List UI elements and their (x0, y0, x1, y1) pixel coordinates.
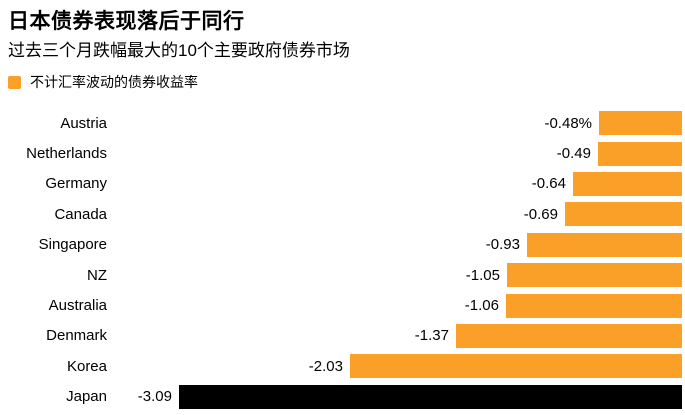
chart-row: Austria -0.48% (0, 108, 685, 138)
bar (507, 263, 682, 288)
chart-row: NZ -1.05 (0, 260, 685, 290)
category-label: Denmark (46, 327, 107, 345)
value-label: -1.37 (414, 327, 449, 345)
bar (456, 323, 682, 348)
value-label: -0.64 (531, 175, 566, 193)
category-label: Australia (48, 297, 107, 315)
bar (598, 141, 682, 166)
bar (179, 384, 682, 409)
value-label: -2.03 (308, 357, 343, 375)
row-plot: -0.49 (107, 138, 685, 168)
category-label: Japan (66, 388, 107, 406)
row-plot: -1.06 (107, 290, 685, 320)
bar (527, 232, 682, 257)
chart-row: Netherlands -0.49 (0, 138, 685, 168)
category-label: Netherlands (26, 145, 107, 163)
value-label: -0.93 (485, 236, 520, 254)
category-label: Korea (66, 357, 107, 375)
legend-swatch-icon (8, 75, 21, 89)
bar (573, 171, 682, 196)
row-plot: -0.64 (107, 169, 685, 199)
bar (350, 354, 682, 379)
category-label: Austria (60, 114, 107, 132)
value-label: -0.49 (556, 145, 591, 163)
chart-rows: Austria -0.48% Netherlands -0.49 Germany -0.6… (0, 108, 685, 412)
category-label: Singapore (38, 236, 107, 254)
chart-row: Canada -0.69 (0, 199, 685, 229)
row-plot: -0.48% (107, 108, 685, 138)
chart-row: Japan -3.09 (0, 382, 685, 412)
row-plot: -1.05 (107, 260, 685, 290)
legend-label: 不计汇率波动的债券收益率 (30, 74, 198, 90)
row-plot: -0.69 (107, 199, 685, 229)
category-label: Germany (45, 175, 107, 193)
value-label: -1.06 (464, 297, 499, 315)
row-plot: -1.37 (107, 321, 685, 351)
value-label: -1.05 (465, 266, 500, 284)
bar (599, 111, 682, 136)
chart-row: Denmark -1.37 (0, 321, 685, 351)
value-label: -0.48% (544, 114, 592, 132)
row-plot: -3.09 (107, 382, 685, 412)
chart-row: Germany -0.64 (0, 169, 685, 199)
chart-subtitle: 过去三个月跌幅最大的10个主要政府债券市场 (8, 41, 350, 60)
chart-title: 日本债券表现落后于同行 (8, 10, 245, 33)
bar (506, 293, 682, 318)
category-label: NZ (87, 266, 107, 284)
legend: 不计汇率波动的债券收益率 (8, 74, 198, 90)
row-plot: -0.93 (107, 230, 685, 260)
chart-row: Singapore -0.93 (0, 230, 685, 260)
value-label: -3.09 (137, 388, 172, 406)
bar (565, 202, 682, 227)
chart-row: Australia -1.06 (0, 290, 685, 320)
category-label: Canada (54, 205, 107, 223)
chart-row: Korea -2.03 (0, 351, 685, 381)
value-label: -0.69 (523, 205, 558, 223)
row-plot: -2.03 (107, 351, 685, 381)
